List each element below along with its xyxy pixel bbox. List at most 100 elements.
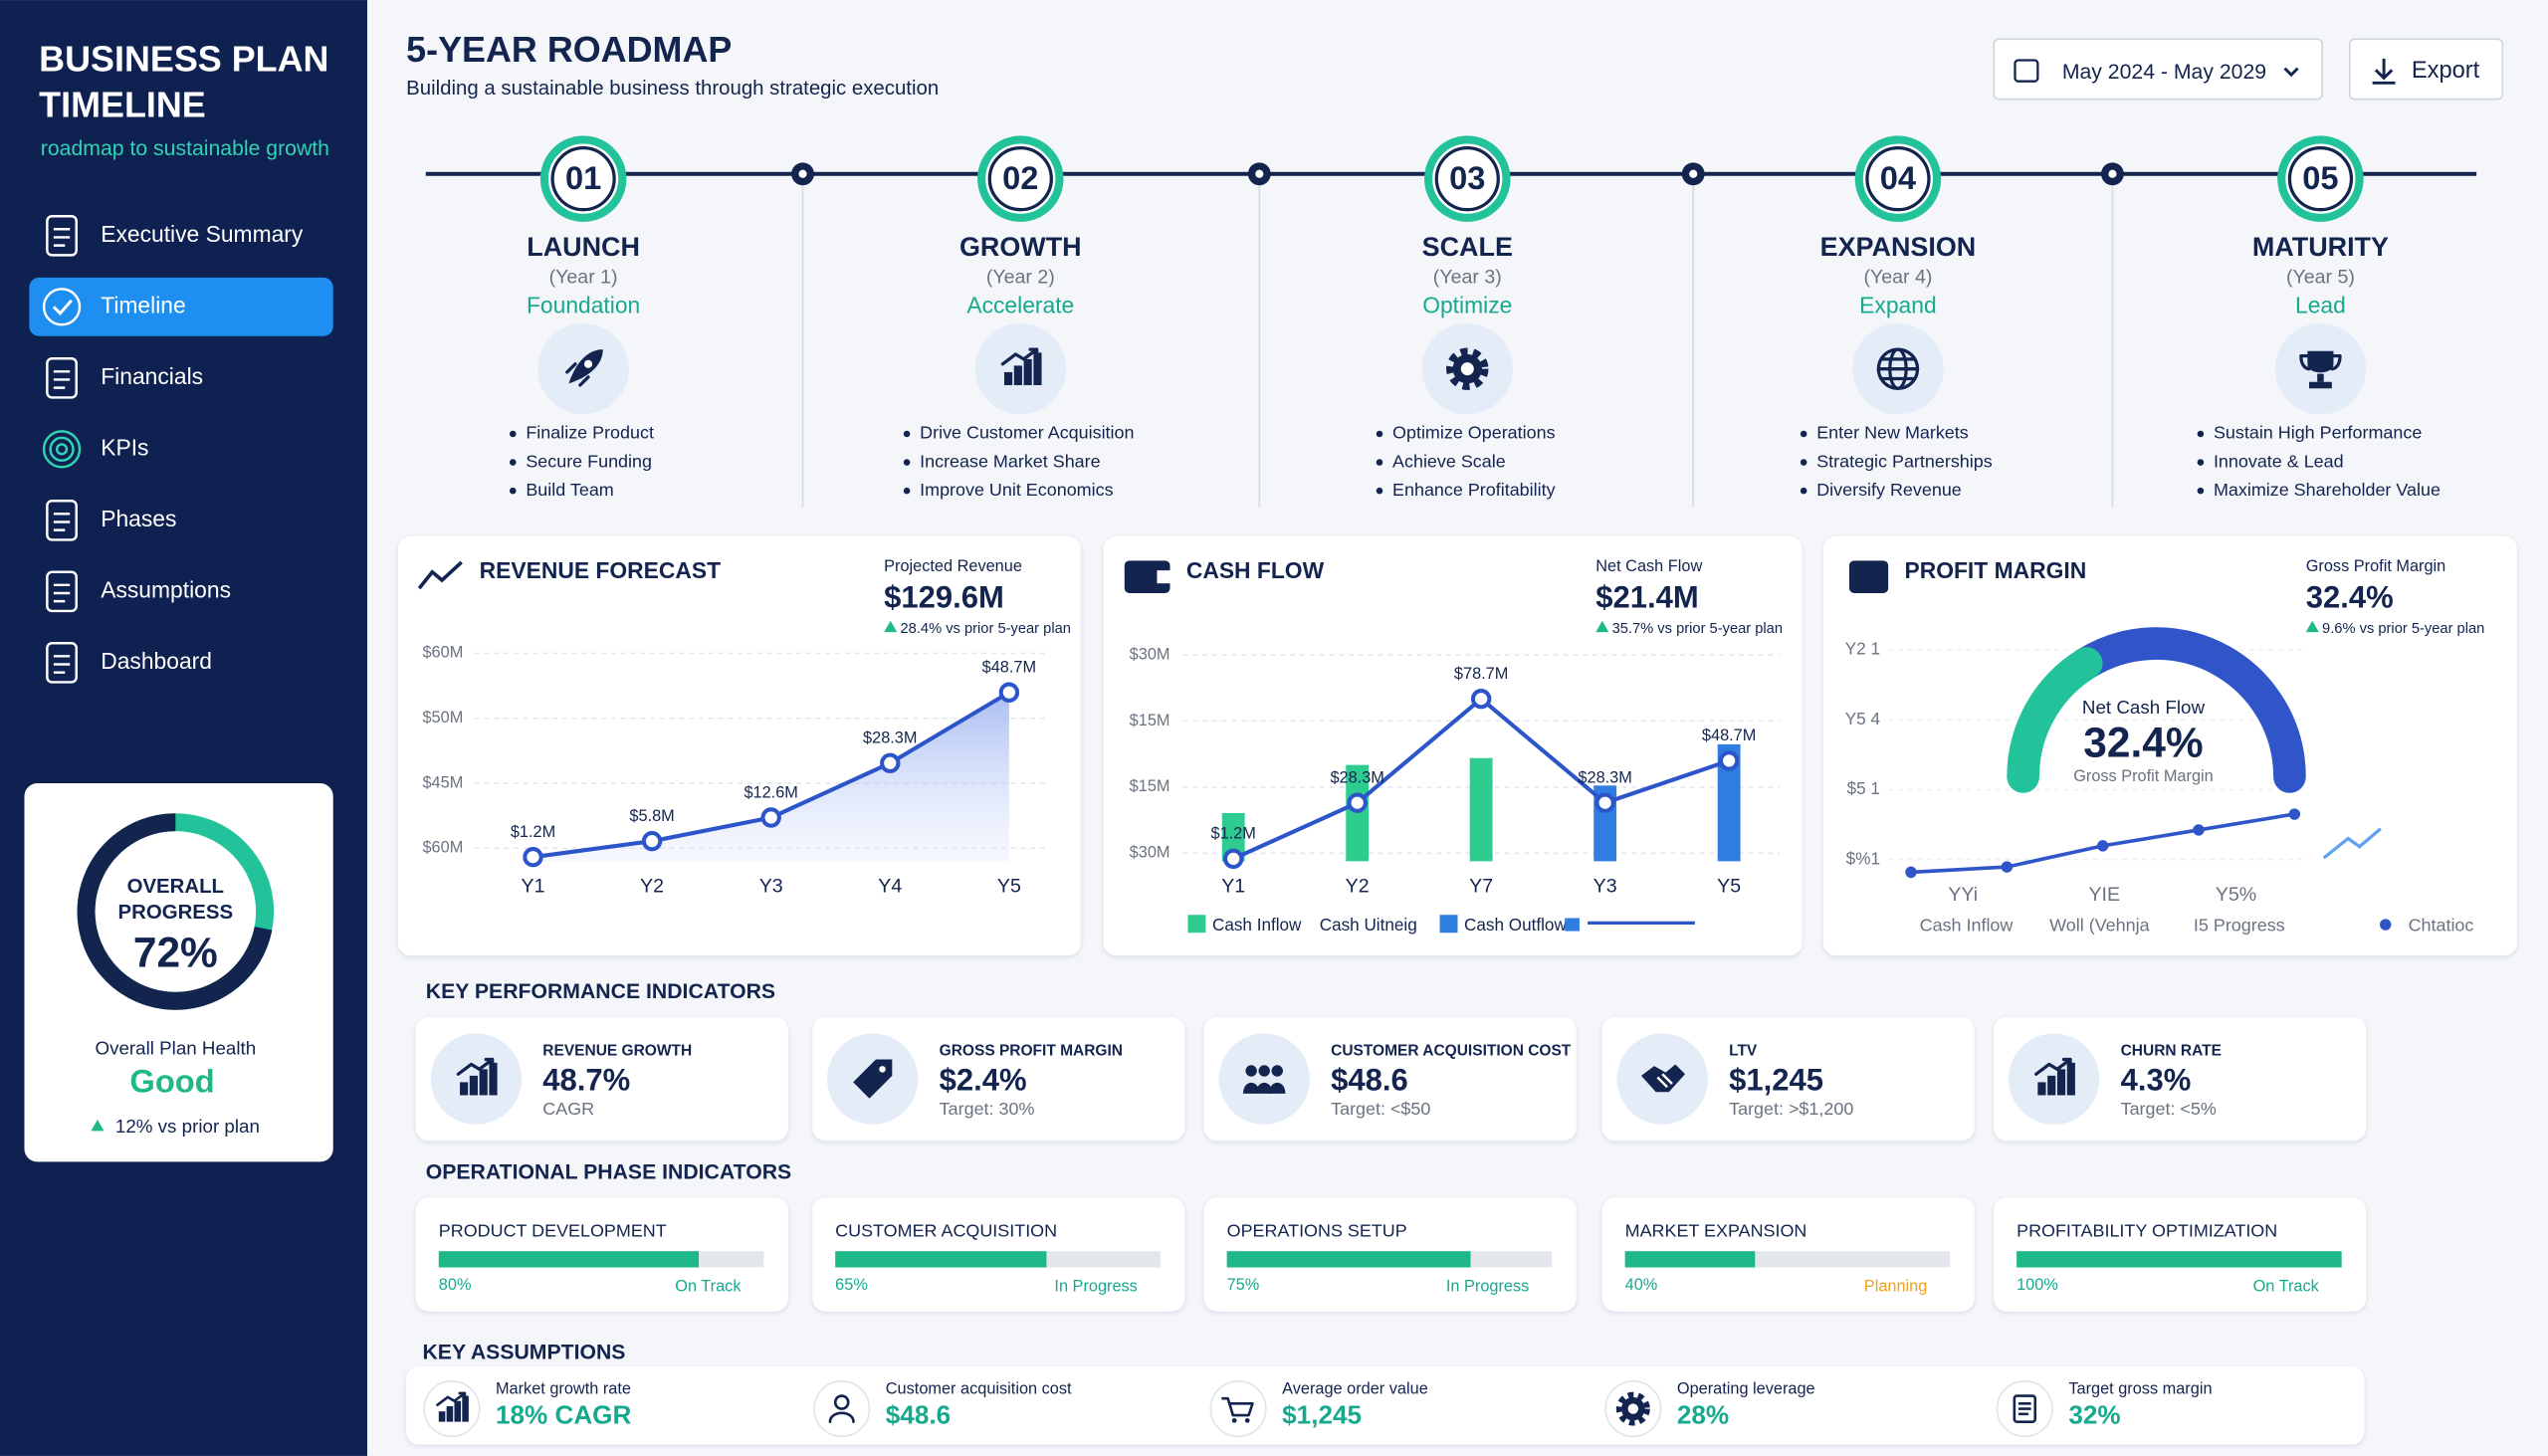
phase-bullets: Drive Customer Acquisition Increase Marke… [903, 423, 1135, 500]
gauge-value: 32.4% [2083, 720, 2203, 766]
icon [46, 500, 78, 541]
phase-year: (Year 5) [2286, 266, 2355, 288]
y-axis-label: $%1 [1846, 848, 1880, 868]
icon-part [1271, 1065, 1283, 1077]
icon-part [2017, 1402, 2031, 1416]
date-picker[interactable] [1993, 38, 2323, 101]
status: Planning [1864, 1277, 1928, 1295]
point [998, 682, 1020, 703]
phase-bullets: Optimize Operations Achieve Scale Enhance … [1376, 423, 1556, 500]
phase-badge [977, 135, 1064, 222]
icon [42, 430, 82, 469]
bar [1221, 812, 1245, 862]
data-label: $48.7M [982, 659, 1036, 677]
legend-swatch [1187, 915, 1206, 934]
y-axis-label: Y2 1 [1845, 639, 1880, 659]
assumption-label: Market growth rate [496, 1379, 631, 1397]
nav-item[interactable]: Executive Summary [101, 221, 304, 247]
icon [1446, 347, 1489, 390]
icon-part [42, 430, 82, 469]
icon-part [833, 1394, 850, 1410]
icon-part [565, 362, 590, 387]
phase-name: LAUNCH [527, 232, 640, 262]
bullet-dot [1800, 430, 1807, 438]
icon-part [1640, 1064, 1686, 1093]
icon-part [55, 443, 69, 456]
nav-item[interactable]: Assumptions [101, 576, 231, 602]
point [1222, 848, 1244, 870]
sidebar-title: TIMELINE [39, 84, 206, 124]
icon [456, 1057, 498, 1096]
assumption-label: Customer acquisition cost [886, 1379, 1072, 1397]
kpi-label: CUSTOMER ACQUISITION COST [1331, 1042, 1572, 1059]
phase-bullet: Diversify Revenue [1816, 480, 1962, 500]
legend-decor [2322, 827, 2382, 860]
kpi-change: 28.4% vs prior 5-year plan [900, 621, 1070, 637]
phase-badge-inner [1434, 146, 1500, 212]
kpi-value: $48.6 [1331, 1063, 1408, 1098]
nav-item[interactable]: Timeline [101, 292, 185, 317]
progress-change: 12% vs prior plan [115, 1116, 260, 1137]
legend-label: Cash Outflow [1464, 915, 1567, 935]
phase-badge [1854, 135, 1942, 222]
icon [1000, 347, 1042, 386]
x-tick-label: Y1 [522, 876, 545, 898]
icon [46, 570, 78, 613]
phase-badge-inner [987, 146, 1053, 212]
data-label: $48.7M [1702, 727, 1756, 744]
point [523, 846, 543, 868]
y-axis-label: Y5 4 [1845, 709, 1881, 728]
phase-bullet: Achieve Scale [1392, 451, 1506, 471]
nav-item[interactable]: Phases [101, 506, 176, 531]
section-title: KEY PERFORMANCE INDICATORS [426, 980, 775, 1003]
icon [2013, 1394, 2037, 1423]
status: In Progress [1054, 1277, 1137, 1295]
phase-theme: Foundation [527, 293, 640, 318]
icon-part [53, 583, 71, 603]
y-axis-label: $30M [1130, 645, 1170, 663]
icon-part [1627, 1403, 1639, 1414]
icon-part [1258, 1065, 1270, 1077]
legend-label: Cash Inflow [1920, 915, 2014, 935]
kpi-value: $129.6M [884, 580, 1004, 615]
point [880, 752, 901, 774]
assumption-label: Operating leverage [1677, 1379, 1815, 1397]
sidebar-subtitle: roadmap to sustainable growth [41, 137, 329, 160]
bullet-dot [1800, 487, 1807, 495]
progress-bar [1624, 1251, 1756, 1268]
kpi-sub: Target: <5% [2121, 1099, 2217, 1119]
nav-item[interactable]: Financials [101, 363, 203, 389]
trend-point [2193, 824, 2205, 836]
icon-part [53, 655, 71, 674]
point [641, 830, 663, 852]
progress-label: PROGRESS [118, 902, 234, 924]
phase-bullet: Sustain High Performance [2214, 423, 2422, 443]
kpi-label: CHURN RATE [2121, 1042, 2222, 1059]
icon-part [53, 228, 71, 247]
icon-part [1033, 352, 1042, 386]
icon-part [1269, 1082, 1286, 1094]
phase-number: 04 [1880, 159, 1916, 196]
data-label: $1.2M [511, 823, 555, 841]
phase-bullet: Drive Customer Acquisition [920, 423, 1134, 443]
date-range[interactable]: May 2024 - May 2029 [2062, 61, 2266, 84]
icon-part [438, 1411, 446, 1422]
icon-part [52, 299, 73, 315]
icon [828, 1394, 855, 1423]
nav-item[interactable]: Dashboard [101, 648, 212, 674]
assumption-value: 32% [2068, 1400, 2120, 1430]
icon-part [1013, 365, 1022, 386]
export-label[interactable]: Export [2412, 58, 2480, 84]
kpi-icon-bg [1218, 1033, 1310, 1125]
health-status: Good [129, 1063, 214, 1100]
nav-item[interactable]: KPIs [101, 434, 148, 460]
x-tick-label: Y5% [2216, 884, 2256, 906]
icon-part [1245, 1065, 1257, 1077]
icon [1221, 1396, 1254, 1423]
x-tick-label: Y3 [759, 876, 783, 898]
phase-bullets: Sustain High Performance Innovate & Lead M… [2197, 423, 2441, 500]
cashflow-card [1103, 535, 1803, 956]
nav-active[interactable] [29, 277, 333, 336]
assumption-value: $48.6 [886, 1400, 951, 1430]
phase-bullet: Maximize Shareholder Value [2214, 480, 2441, 500]
